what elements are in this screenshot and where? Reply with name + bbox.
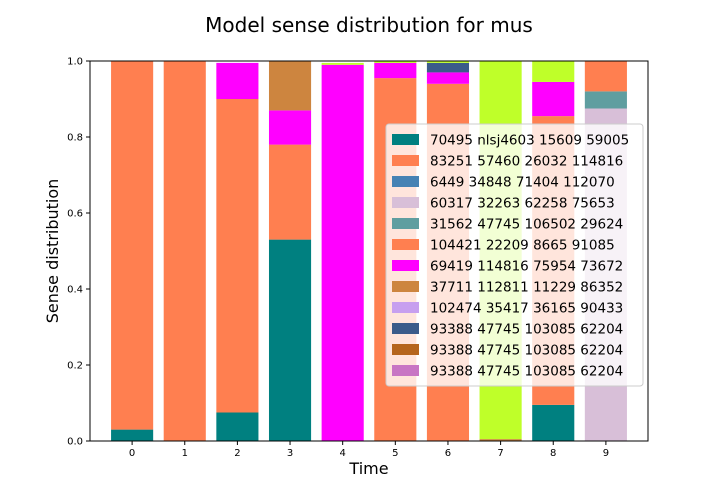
x-tick-label: 2: [234, 448, 240, 459]
x-tick-label: 0: [129, 448, 135, 459]
legend: 70495 nlsj4603 15609 59005 83251 57460 26…: [385, 123, 644, 387]
legend-swatch: [392, 134, 419, 145]
x-tick-label: 7: [497, 448, 503, 459]
legend-swatch: [392, 365, 419, 376]
bar-segment-series-5-time-3: [268, 144, 312, 240]
legend-swatch: [392, 197, 419, 208]
legend-entry-label: 60317 32263 62258 75653: [430, 196, 615, 212]
y-tick-label: 0.0: [67, 437, 83, 448]
legend-entry-label: 83251 57460 26032 114816: [430, 154, 623, 170]
x-tick-label: 8: [550, 448, 556, 459]
legend-swatch: [392, 176, 419, 187]
bar-segment-series-4-time-9: [584, 91, 627, 109]
bar-segment-series-7-time-7: [479, 439, 522, 441]
legend-swatch: [392, 260, 419, 271]
y-tick-label: 0.4: [67, 285, 83, 296]
legend-entry-label: 104421 22209 8665 91085: [430, 238, 615, 254]
legend-swatch: [392, 323, 419, 334]
legend-entry-label: 31562 47745 106502 29624: [430, 217, 623, 233]
x-tick-label: 9: [603, 448, 609, 459]
legend-entry-label: 102474 35417 36165 90433: [430, 301, 623, 317]
legend-entry-label: 93388 47745 103085 62204: [430, 322, 623, 338]
legend-box: [385, 123, 644, 387]
chart-title: Model sense distribution for mus: [205, 13, 533, 37]
legend-entry-label: 93388 47745 103085 62204: [430, 343, 623, 359]
y-tick-label: 1.0: [67, 57, 83, 68]
bar-segment-series-1-time-1: [163, 61, 206, 441]
x-tick-label: 1: [182, 448, 188, 459]
x-axis: 0 1 2 3 4 5 6 7 8 9: [129, 441, 609, 459]
bar-segment-series-9-time-6: [426, 62, 470, 73]
x-tick-label: 5: [392, 448, 398, 459]
x-tick-label: 3: [287, 448, 293, 459]
bar-segment-series-6-time-2: [216, 62, 259, 99]
legend-entry-label: 93388 47745 103085 62204: [430, 364, 623, 380]
legend-entry-label: 69419 114816 75954 73672: [430, 259, 623, 275]
bar-segment-series-12-time-6: [426, 61, 470, 63]
bar-segment-series-6-time-3: [268, 110, 312, 145]
x-tick-label: 4: [339, 448, 345, 459]
legend-swatch: [392, 302, 419, 313]
bar-segment-series-6-time-6: [426, 72, 470, 84]
bar-segment-series-12-time-5: [374, 61, 417, 63]
y-tick-label: 0.8: [67, 133, 83, 144]
y-axis: 0.0 0.2 0.4 0.6 0.8 1.0: [67, 57, 90, 448]
legend-entry-label: 6449 34848 71404 112070: [430, 175, 615, 191]
bar-segment-series-0-time-0: [111, 429, 154, 441]
plot-area-frame: [89, 60, 649, 442]
bar-segment-series-12-time-4: [321, 62, 364, 65]
x-tick-label: 6: [445, 448, 451, 459]
y-tick-label: 0.6: [67, 209, 83, 220]
bar-segment-series-0-time-2: [216, 412, 259, 441]
legend-swatch: [392, 281, 419, 292]
legend-entry-label: 70495 nlsj4603 15609 59005: [430, 133, 629, 149]
bar-segment-series-6-time-8: [532, 81, 575, 117]
bar-segment-series-1-time-0: [111, 61, 154, 430]
legend-entry-label: 37711 112811 11229 86352: [430, 280, 623, 296]
y-tick-label: 0.2: [67, 361, 83, 372]
bar-segment-series-7-time-3: [268, 61, 312, 111]
legend-swatch: [392, 218, 419, 229]
y-axis-label: Sense distribution: [43, 179, 62, 324]
legend-swatch: [392, 344, 419, 355]
bar-segment-series-6-time-4: [321, 64, 364, 442]
bar-segment-series-5-time-9: [584, 61, 627, 92]
bar-segment-series-12-time-8: [532, 61, 575, 82]
legend-swatch: [392, 155, 419, 166]
bar-segment-series-0-time-8: [532, 404, 575, 441]
bar-segment-series-5-time-2: [216, 99, 259, 413]
bar-segment-series-6-time-5: [374, 62, 417, 79]
x-axis-label: Time: [348, 459, 388, 478]
legend-swatch: [392, 239, 419, 250]
bar-segment-series-0-time-3: [268, 239, 312, 441]
